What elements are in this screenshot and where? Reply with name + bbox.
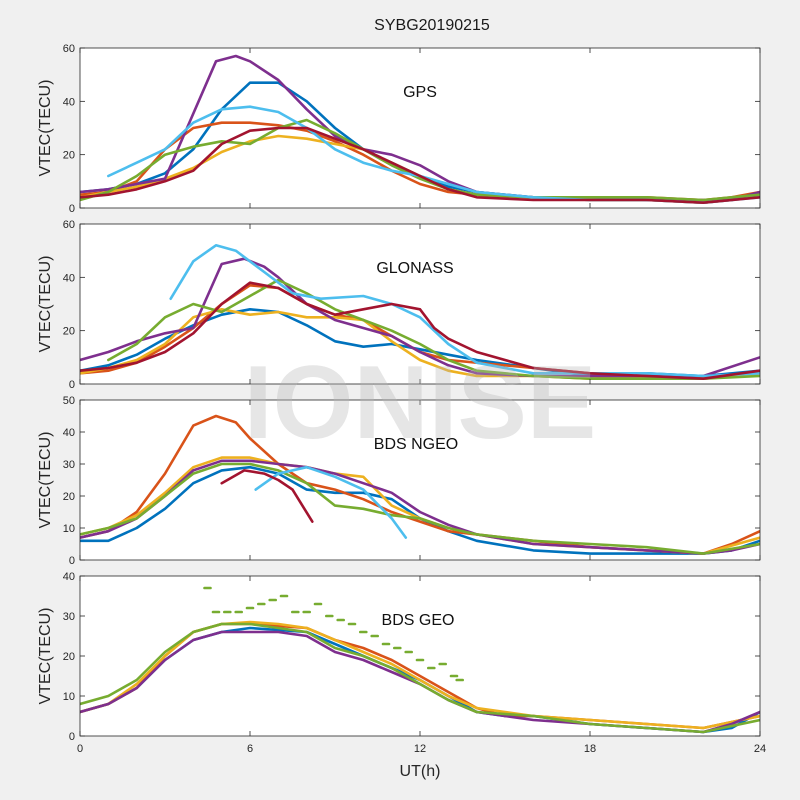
y-tick-label: 0 bbox=[69, 555, 75, 567]
y-tick-label: 50 bbox=[63, 395, 75, 407]
y-tick-label: 20 bbox=[63, 150, 75, 162]
series-group bbox=[80, 414, 760, 555]
y-tick-label: 40 bbox=[63, 96, 75, 108]
y-tick-label: 30 bbox=[63, 459, 75, 471]
series-group bbox=[80, 244, 760, 380]
panel-label: BDS NGEO bbox=[374, 436, 458, 453]
series-line-6 bbox=[220, 469, 314, 523]
x-tick-label: 0 bbox=[77, 743, 83, 755]
x-axis-label: UT(h) bbox=[400, 763, 441, 780]
y-tick-label: 40 bbox=[63, 272, 75, 284]
y-tick-label: 40 bbox=[63, 427, 75, 439]
y-tick-label: 40 bbox=[63, 571, 75, 583]
x-tick-label: 18 bbox=[584, 743, 596, 755]
panel-2: 0 10 20 30 40 50 VTEC(TECU) BDS NGEO bbox=[37, 395, 761, 567]
y-tick-label: 60 bbox=[63, 219, 75, 231]
watermark-text: IONISE bbox=[244, 345, 597, 461]
y-tick-label: 0 bbox=[69, 731, 75, 743]
series-line-0 bbox=[80, 308, 760, 378]
series-line-5 bbox=[254, 465, 408, 539]
series-line-0 bbox=[80, 465, 760, 555]
series-line-6 bbox=[80, 281, 760, 380]
y-tick-label: 60 bbox=[63, 43, 75, 55]
y-tick-label: 20 bbox=[63, 651, 75, 663]
series-line-4 bbox=[80, 622, 760, 734]
panel-3: 0 10 20 30 40 0 6 12 18 24 VTEC(TECU) BDS GEO bbox=[37, 571, 766, 755]
series-line-4 bbox=[107, 278, 760, 380]
panel-label: BDS GEO bbox=[382, 612, 455, 629]
y-tick-label: 0 bbox=[69, 379, 75, 391]
plot-area bbox=[80, 576, 760, 736]
series-line-4 bbox=[80, 462, 760, 555]
series-line-2 bbox=[80, 620, 760, 730]
series-group bbox=[80, 586, 760, 734]
y-axis-label: VTEC(TECU) bbox=[37, 432, 54, 529]
y-tick-label: 30 bbox=[63, 611, 75, 623]
y-tick-label: 10 bbox=[63, 523, 75, 535]
x-tick-label: 24 bbox=[754, 743, 766, 755]
series-group bbox=[80, 54, 760, 204]
panel-label: GLONASS bbox=[376, 260, 453, 277]
x-tick-label: 6 bbox=[247, 743, 253, 755]
y-tick-label: 0 bbox=[69, 203, 75, 215]
series-line-3 bbox=[80, 257, 760, 378]
figure-title: SYBG20190215 bbox=[374, 17, 490, 34]
y-axis-label: VTEC(TECU) bbox=[37, 256, 54, 353]
y-axis-label: VTEC(TECU) bbox=[37, 608, 54, 705]
panel-0: 0 20 40 60 VTEC(TECU) GPS bbox=[37, 43, 761, 215]
y-tick-label: 20 bbox=[63, 326, 75, 338]
series-line-6 bbox=[80, 126, 760, 204]
panel-1: 0 20 40 60 VTEC(TECU) GLONASS bbox=[37, 219, 761, 391]
y-tick-label: 20 bbox=[63, 491, 75, 503]
x-tick-label: 12 bbox=[414, 743, 426, 755]
y-axis-label: VTEC(TECU) bbox=[37, 80, 54, 177]
y-tick-label: 10 bbox=[63, 691, 75, 703]
panel-label: GPS bbox=[403, 84, 437, 101]
